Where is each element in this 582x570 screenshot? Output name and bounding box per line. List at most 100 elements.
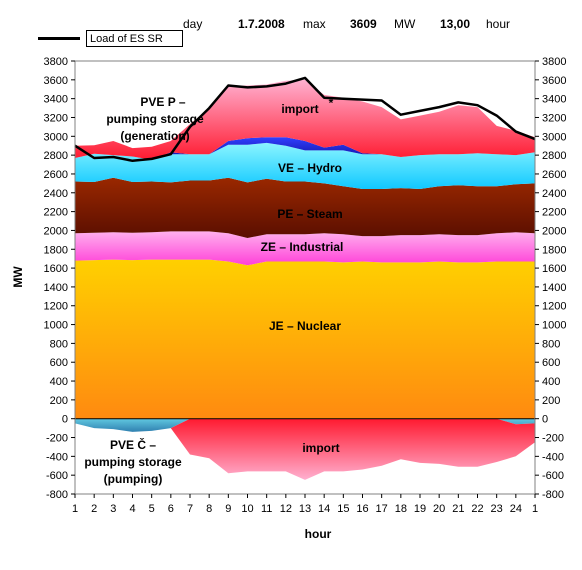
label-pumping-3: (pumping) bbox=[104, 472, 163, 486]
header-hour-label: hour bbox=[486, 17, 510, 31]
label-pumping-1: PVE Č – bbox=[110, 437, 156, 452]
y-tick-label-right: 1400 bbox=[542, 282, 566, 294]
area-nuclear bbox=[75, 259, 535, 419]
x-tick-label: 12 bbox=[280, 503, 292, 515]
x-tick-label: 20 bbox=[433, 503, 445, 515]
label-storage-gen-2: pumping storage bbox=[106, 112, 204, 126]
y-tick-label-right: 3400 bbox=[542, 94, 566, 106]
x-tick-label: 4 bbox=[129, 503, 135, 515]
legend: Load of ES SR bbox=[38, 30, 183, 47]
y-tick-label-left: 400 bbox=[50, 376, 68, 388]
y-tick-label-right: -600 bbox=[542, 470, 564, 482]
header-hour-value: 13,00 bbox=[440, 17, 470, 31]
header-unit: MW bbox=[394, 17, 416, 31]
area-hydro bbox=[75, 142, 535, 189]
y-tick-label-right: -400 bbox=[542, 451, 564, 463]
header-day-label: day bbox=[183, 17, 202, 31]
y-tick-label-left: 1000 bbox=[44, 320, 68, 332]
x-tick-label: 5 bbox=[149, 503, 155, 515]
x-tick-label: 19 bbox=[414, 503, 426, 515]
y-tick-label-right: 1200 bbox=[542, 301, 566, 313]
x-tick-label: 7 bbox=[187, 503, 193, 515]
y-tick-label-right: 3000 bbox=[542, 131, 566, 143]
y-tick-label-right: -800 bbox=[542, 489, 564, 501]
y-axis-label: MW bbox=[11, 266, 25, 288]
legend-load-label: Load of ES SR bbox=[90, 33, 163, 45]
x-tick-label: 8 bbox=[206, 503, 212, 515]
y-tick-label-left: 0 bbox=[62, 414, 68, 426]
label-import-star: * bbox=[329, 96, 334, 110]
x-tick-label: 2 bbox=[91, 503, 97, 515]
y-tick-label-left: 1800 bbox=[44, 244, 68, 256]
y-tick-label-right: 1800 bbox=[542, 244, 566, 256]
y-tick-label-right: 1600 bbox=[542, 263, 566, 275]
y-tick-label-right: 2600 bbox=[542, 169, 566, 181]
x-tick-label: 16 bbox=[356, 503, 368, 515]
y-axis-left: -800 -600 -400 -200 0 200 400 600 800 1000 1200 140… bbox=[44, 56, 75, 501]
label-pumping-2: pumping storage bbox=[84, 455, 182, 469]
x-tick-label: 15 bbox=[337, 503, 349, 515]
y-tick-label-right: 2200 bbox=[542, 207, 566, 219]
y-tick-label-left: 2000 bbox=[44, 225, 68, 237]
x-tick-label: 1 bbox=[72, 503, 78, 515]
y-tick-label-left: 3800 bbox=[44, 56, 68, 68]
y-tick-label-right: 200 bbox=[542, 395, 560, 407]
y-tick-label-left: 600 bbox=[50, 357, 68, 369]
y-tick-label-left: 1400 bbox=[44, 282, 68, 294]
header-date: 1.7.2008 bbox=[238, 17, 285, 31]
y-tick-label-right: 3200 bbox=[542, 112, 566, 124]
x-tick-label: 9 bbox=[225, 503, 231, 515]
y-tick-label-right: -200 bbox=[542, 433, 564, 445]
y-tick-label-left: 800 bbox=[50, 338, 68, 350]
area-steam bbox=[75, 177, 535, 238]
y-tick-label-left: 3400 bbox=[44, 94, 68, 106]
y-axis-right: -800 -600 -400 -200 0 200 400 600 800 1000 1200 140… bbox=[535, 56, 566, 501]
area-import-negative bbox=[75, 418, 535, 480]
label-storage-gen-1: PVE P – bbox=[140, 95, 185, 109]
x-tick-label: 23 bbox=[491, 503, 503, 515]
y-tick-label-right: 1000 bbox=[542, 320, 566, 332]
label-storage-gen-3: (generation) bbox=[120, 129, 189, 143]
x-tick-label: 1 bbox=[532, 503, 538, 515]
x-tick-label: 24 bbox=[510, 503, 522, 515]
y-tick-label-right: 2000 bbox=[542, 225, 566, 237]
x-tick-label: 18 bbox=[395, 503, 407, 515]
header-max-label: max bbox=[303, 17, 326, 31]
x-tick-label: 14 bbox=[318, 503, 330, 515]
y-tick-label-left: 2200 bbox=[44, 207, 68, 219]
label-import-bottom: import bbox=[302, 441, 339, 455]
y-tick-label-left: 2800 bbox=[44, 150, 68, 162]
label-import-top: import bbox=[281, 102, 318, 116]
x-tick-label: 11 bbox=[261, 503, 272, 515]
plot-area: -800-600-400-200020040060080010001200140… bbox=[44, 56, 567, 515]
y-tick-label-right: 0 bbox=[542, 414, 548, 426]
x-tick-label: 10 bbox=[241, 503, 253, 515]
x-axis-label: hour bbox=[305, 527, 332, 541]
y-tick-label-left: 2600 bbox=[44, 169, 68, 181]
y-tick-label-right: 2400 bbox=[542, 188, 566, 200]
label-steam: PE – Steam bbox=[277, 207, 342, 221]
x-tick-label: 21 bbox=[452, 503, 464, 515]
y-tick-label-left: -200 bbox=[46, 433, 68, 445]
y-tick-label-left: -800 bbox=[46, 489, 68, 501]
x-tick-label: 17 bbox=[376, 503, 388, 515]
area-import bbox=[75, 79, 535, 160]
y-tick-label-left: -600 bbox=[46, 470, 68, 482]
y-tick-label-right: 3600 bbox=[542, 75, 566, 87]
y-tick-label-right: 2800 bbox=[542, 150, 566, 162]
y-tick-label-left: 200 bbox=[50, 395, 68, 407]
label-nuclear: JE – Nuclear bbox=[269, 319, 341, 333]
legend-box bbox=[86, 30, 183, 47]
header-max-value: 3609 bbox=[350, 17, 377, 31]
y-tick-label-left: 1600 bbox=[44, 263, 68, 275]
y-tick-label-right: 600 bbox=[542, 357, 560, 369]
area-industrial bbox=[75, 231, 535, 266]
x-axis: 1 2 3 4 5 6 7 8 9 10 11 12 13 14 15 16 17 18 19 20 21 22 23 24 1 bbox=[72, 494, 538, 515]
y-tick-label-left: 3200 bbox=[44, 112, 68, 124]
load-line-layer bbox=[74, 76, 536, 163]
y-tick-label-right: 3800 bbox=[542, 56, 566, 68]
x-tick-label: 3 bbox=[110, 503, 116, 515]
area-pumping bbox=[75, 418, 535, 432]
x-tick-label: 22 bbox=[471, 503, 483, 515]
